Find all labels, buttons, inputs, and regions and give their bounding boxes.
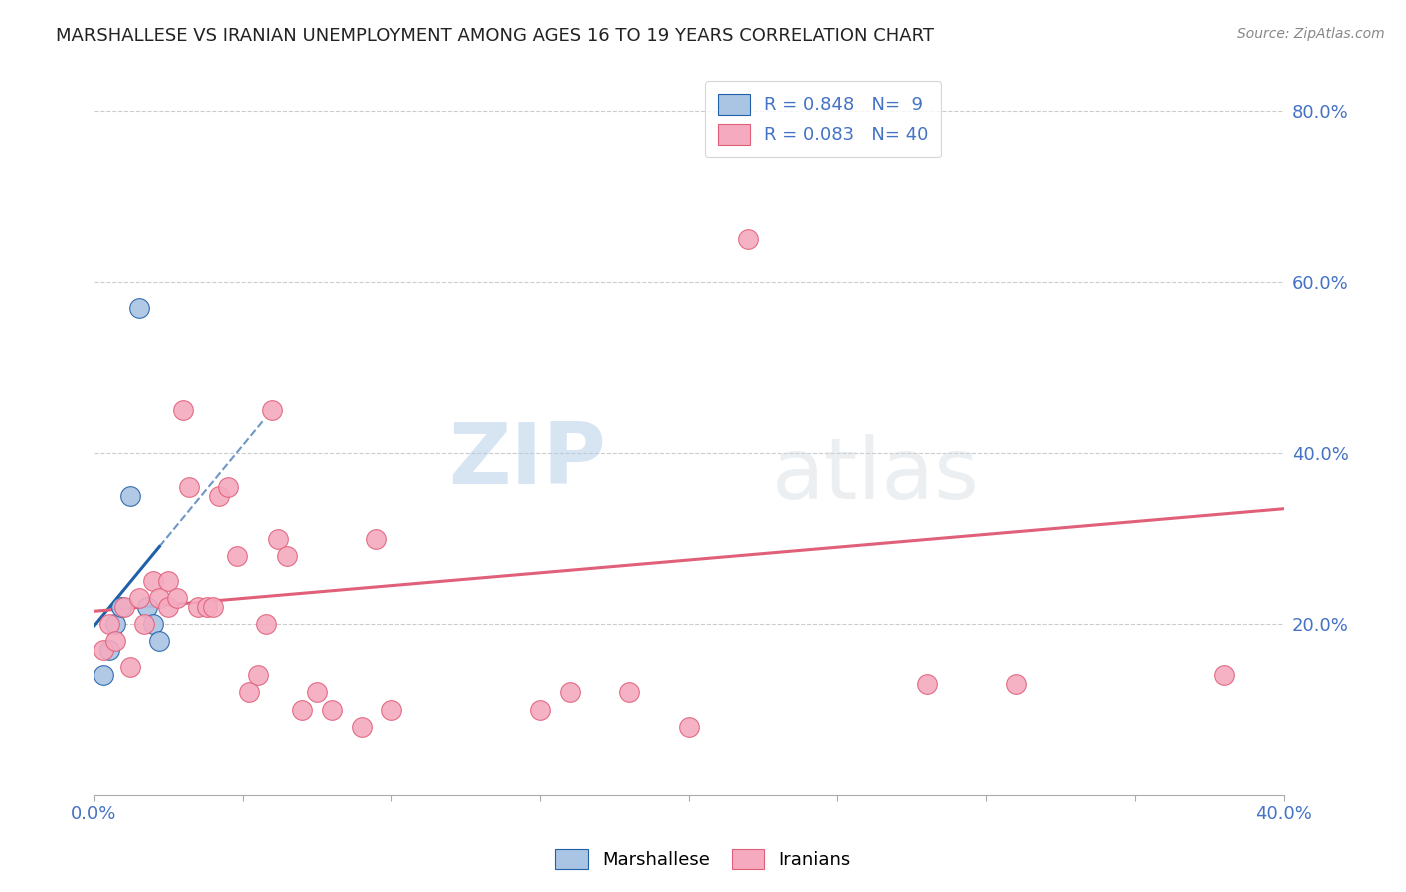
- Point: [97, 642, 120, 657]
- Point: [267, 532, 290, 546]
- Point: [225, 549, 247, 563]
- Point: [737, 232, 759, 246]
- Point: [201, 600, 224, 615]
- Point: [134, 617, 156, 632]
- Legend: Marshallese, Iranians: Marshallese, Iranians: [546, 839, 860, 879]
- Point: [321, 703, 343, 717]
- Point: [1213, 668, 1236, 682]
- Point: [254, 617, 277, 632]
- Point: [136, 600, 159, 615]
- Point: [187, 600, 209, 615]
- Point: [915, 677, 938, 691]
- Point: [262, 403, 284, 417]
- Point: [104, 617, 127, 632]
- Point: [291, 703, 314, 717]
- Point: [142, 574, 165, 589]
- Point: [128, 301, 150, 315]
- Text: atlas: atlas: [772, 434, 980, 516]
- Point: [208, 489, 231, 503]
- Point: [157, 574, 180, 589]
- Point: [148, 591, 170, 606]
- Point: [142, 617, 165, 632]
- Point: [118, 489, 141, 503]
- Legend: R = 0.848   N=  9, R = 0.083   N= 40: R = 0.848 N= 9, R = 0.083 N= 40: [704, 81, 942, 157]
- Point: [217, 480, 239, 494]
- Point: [1005, 677, 1028, 691]
- Point: [366, 532, 388, 546]
- Point: [380, 703, 402, 717]
- Point: [148, 634, 170, 648]
- Point: [97, 617, 120, 632]
- Point: [276, 549, 298, 563]
- Text: MARSHALLESE VS IRANIAN UNEMPLOYMENT AMONG AGES 16 TO 19 YEARS CORRELATION CHART: MARSHALLESE VS IRANIAN UNEMPLOYMENT AMON…: [56, 27, 934, 45]
- Point: [91, 642, 114, 657]
- Point: [619, 685, 641, 699]
- Point: [350, 720, 373, 734]
- Point: [110, 600, 132, 615]
- Point: [195, 600, 218, 615]
- Point: [166, 591, 188, 606]
- Point: [529, 703, 551, 717]
- Point: [678, 720, 700, 734]
- Point: [104, 634, 127, 648]
- Point: [172, 403, 194, 417]
- Point: [128, 591, 150, 606]
- Text: Source: ZipAtlas.com: Source: ZipAtlas.com: [1237, 27, 1385, 41]
- Point: [238, 685, 260, 699]
- Point: [91, 668, 114, 682]
- Point: [246, 668, 269, 682]
- Point: [157, 600, 180, 615]
- Text: ZIP: ZIP: [447, 419, 606, 502]
- Point: [177, 480, 200, 494]
- Point: [305, 685, 328, 699]
- Point: [558, 685, 581, 699]
- Point: [118, 660, 141, 674]
- Point: [112, 600, 135, 615]
